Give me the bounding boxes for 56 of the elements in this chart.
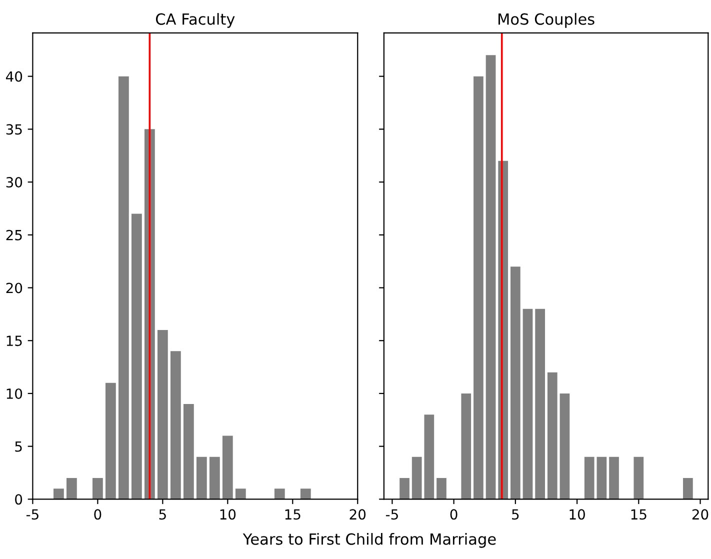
chart-title: CA Faculty [156,13,235,28]
bar [300,488,311,500]
y-tick-label: 15 [6,336,22,346]
x-tick-label: 20 [350,509,366,520]
bar [609,456,619,500]
bar [424,414,434,500]
bar [274,488,285,500]
x-tick-label: 5 [512,509,519,520]
bar [105,382,116,500]
y-tick-label: 35 [6,124,22,135]
bar [596,456,607,500]
y-tick-label: 40 [6,71,22,82]
bar [183,404,194,500]
chart-title: MoS Couples [498,13,594,28]
bar [522,308,533,500]
bar [474,76,484,500]
y-tick-label: 25 [6,230,22,240]
bar [131,214,142,500]
y-tick-label: 30 [6,177,22,188]
bar [222,436,233,500]
bar [235,488,246,500]
bar [486,55,496,500]
y-tick-label: 20 [6,282,22,294]
bar [66,478,77,500]
bar [412,456,422,500]
x-tick-label: 15 [285,509,300,520]
bar [157,330,168,500]
bar [170,351,181,500]
bar [634,456,644,500]
x-tick-label: 20 [692,509,708,520]
bar [547,372,558,500]
bar [118,76,129,500]
bar [54,488,64,500]
bar [683,478,693,500]
x-tick-label: 0 [94,509,102,520]
x-tick-label: 5 [159,509,166,520]
bar [196,456,207,500]
bar [461,393,472,500]
bar [584,456,594,500]
y-tick-label: 5 [15,441,22,452]
bar [209,456,220,500]
y-tick-label: 10 [6,388,22,399]
x-tick-label: 10 [220,509,236,520]
bar [92,478,103,500]
bar [400,478,410,500]
x-axis-title: Years to First Child from Marriage [242,533,496,548]
x-tick-label: 10 [570,509,585,520]
x-tick-label: 15 [631,509,646,520]
x-tick-label: -5 [26,509,38,520]
bar [535,308,545,500]
x-tick-label: 0 [450,509,458,520]
x-tick-label: -5 [386,509,398,520]
y-tick-label: 0 [15,494,22,505]
bar [560,393,570,500]
bar [510,266,520,500]
bar [436,478,446,500]
